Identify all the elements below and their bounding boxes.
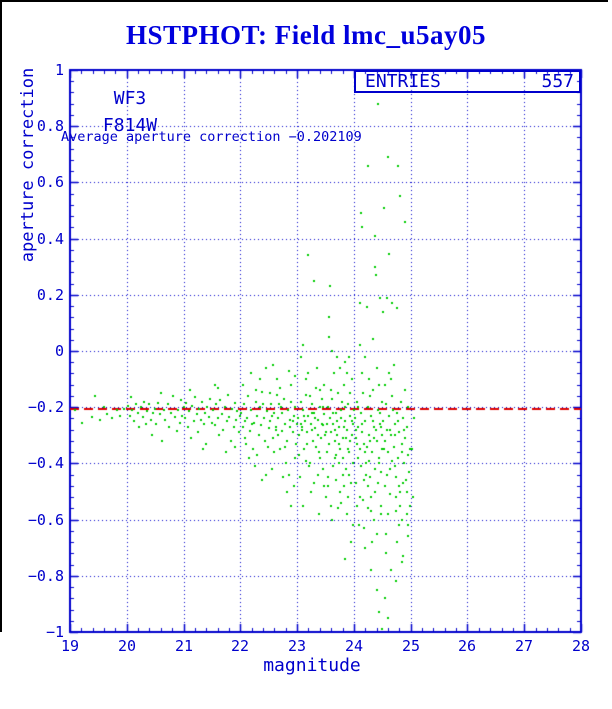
average-correction-annotation: Average aperture correction −0.202109 (61, 129, 362, 145)
scatter-plot-canvas (64, 64, 588, 640)
x-tick-label: 20 (117, 637, 137, 655)
y-tick-label: −0.2 (27, 398, 64, 416)
y-tick-label: 0.8 (36, 117, 64, 135)
x-tick-label: 22 (230, 637, 250, 655)
y-tick-label: −0.4 (27, 454, 64, 472)
page-title: HSTPHOT: Field lmc_u5ay05 (125, 20, 486, 50)
camera-label: WF3 (113, 88, 147, 109)
y-tick-label: 0.4 (36, 230, 64, 248)
entries-box: ENTRIES 557 (354, 70, 581, 93)
y-tick-label: −0.6 (27, 511, 64, 529)
x-tick-label: 19 (60, 637, 80, 655)
y-tick-label: 0.6 (36, 173, 64, 191)
x-tick-label: 24 (344, 637, 364, 655)
window-border-top (0, 0, 608, 2)
x-tick-label: 28 (571, 637, 591, 655)
camera-filter-block: WF3 F814W (70, 85, 190, 139)
y-tick-label: 0.2 (36, 286, 64, 304)
y-axis-title: aperture correction (18, 67, 38, 263)
x-tick-label: 25 (401, 637, 421, 655)
entries-label: ENTRIES (365, 71, 441, 92)
window-border-left (0, 0, 2, 632)
y-tick-label: −1 (45, 623, 64, 641)
x-tick-label: 21 (174, 637, 194, 655)
filter-label: F814W (102, 115, 158, 136)
y-tick-label: 0 (54, 342, 64, 360)
x-tick-label: 27 (514, 637, 534, 655)
x-tick-label: 26 (457, 637, 477, 655)
y-tick-label: 1 (54, 61, 64, 79)
entries-value: 557 (541, 71, 574, 92)
y-tick-label: −0.8 (27, 567, 64, 585)
x-axis-title: magnitude (263, 655, 361, 676)
x-tick-label: 23 (287, 637, 307, 655)
